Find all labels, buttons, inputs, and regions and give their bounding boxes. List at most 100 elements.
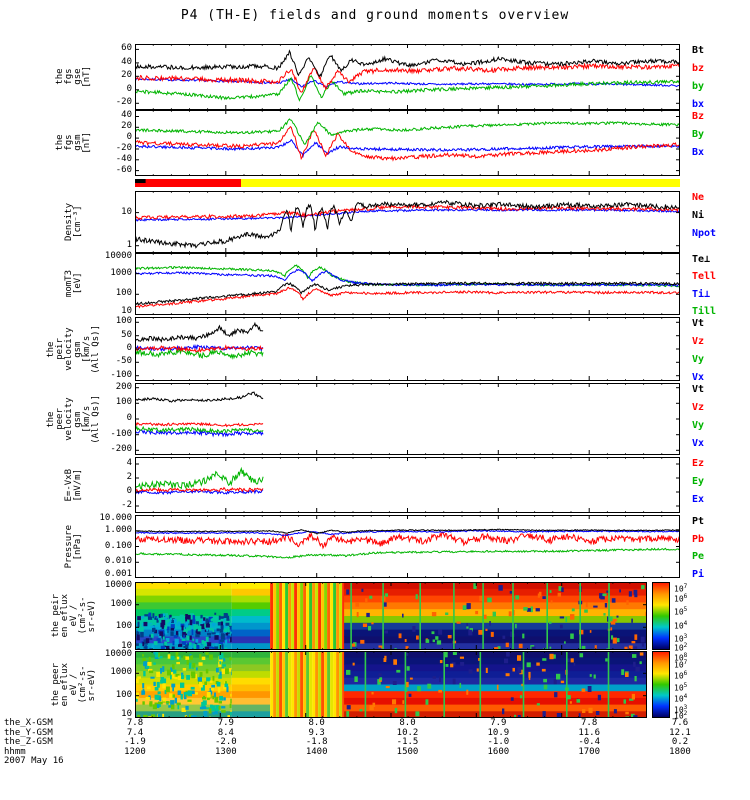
legend-Bz: Bz xyxy=(692,111,705,122)
panel-temperature: 10000 1000 100 10 momT3 [eV] Te⊥ Tell Ti⊥ Till xyxy=(0,252,750,318)
series-Npot xyxy=(135,208,680,222)
legend-Pe: Pe xyxy=(692,551,705,563)
legend-by: by xyxy=(692,81,705,92)
legend-Tell: Tell xyxy=(692,271,717,283)
y-tick-label: -20 xyxy=(115,97,132,108)
y-tick-label: 0 xyxy=(126,486,132,496)
y-axis-label-column: the fgs gsm [nT] xyxy=(50,110,98,176)
peer-velocity-plot-area xyxy=(135,383,680,455)
axis-value: 10.2 xyxy=(396,727,419,738)
y-tick-label: 40 xyxy=(121,56,132,67)
colorbar-tick-label: 102 xyxy=(674,642,688,653)
panel-peer-velocity: 200 100 0 -100 -200 the peer velocity gsm [km… xyxy=(0,381,750,455)
y-tick-label: 0.010 xyxy=(104,556,132,567)
series-Vx xyxy=(135,429,264,438)
y-tick-label: -60 xyxy=(115,164,132,175)
y-tick-label: -100 xyxy=(110,369,132,380)
y-tick-label: -2 xyxy=(121,500,132,510)
axis-value: -1.9 xyxy=(124,737,146,748)
series-Ex xyxy=(135,489,264,496)
peir-velocity-plot-area xyxy=(135,317,680,381)
y-axis-label-column: Density [cm⁻³] xyxy=(50,191,98,253)
date-label: 2007 May 16 xyxy=(4,756,64,766)
y-tick-label: 0 xyxy=(126,132,132,143)
y-tick-label: 2 xyxy=(126,472,132,482)
colorbar-tick-label: 103 xyxy=(674,703,688,715)
y-axis-label-column: momT3 [eV] xyxy=(50,253,98,315)
panel-peer-spec: 10000 1000 100 10 the peer en eflux eV / (cm… xyxy=(0,650,750,721)
y-axis-label-column: Pressure [nPa] xyxy=(50,515,98,578)
series-Vt xyxy=(135,391,264,403)
axis-value: 1300 xyxy=(214,746,237,757)
axis-value: 7.8 xyxy=(126,718,144,728)
y-tick-label: 100 xyxy=(115,288,132,299)
axis-value: 1400 xyxy=(305,746,328,757)
y-tick-label: 0 xyxy=(126,413,132,423)
y-tick-label: 40 xyxy=(121,110,132,121)
axis-value: 1800 xyxy=(669,746,691,757)
legend-Vz: Vz xyxy=(692,402,705,413)
y-axis-label: the fgs gse [nT] xyxy=(55,66,92,88)
density-plot-area xyxy=(135,191,680,253)
y-tick-label: 0.100 xyxy=(104,540,132,551)
series-Ey xyxy=(135,466,264,490)
y-tick-label: 200 xyxy=(115,381,132,392)
quality-bar-plot-area xyxy=(135,179,680,187)
series-Ez xyxy=(135,486,264,494)
colorbar-tick-label: 105 xyxy=(674,681,688,693)
y-axis-label: Density [cm⁻³] xyxy=(64,203,83,241)
axis-value: -1.8 xyxy=(305,737,328,748)
axis-value: 1200 xyxy=(124,746,146,757)
y-tick-label: 1 xyxy=(126,239,132,250)
legend-Vy: Vy xyxy=(692,354,705,365)
y-tick-label: 10 xyxy=(121,709,132,719)
legend-bz: bz xyxy=(692,63,705,74)
y-axis-label: the peir en eflux eV / (cm²-s- sr-eV) xyxy=(50,594,97,638)
series-By xyxy=(135,118,680,145)
legend-Bt: Bt xyxy=(692,45,705,56)
y-axis-label-column: E=-VxB [mV/m] xyxy=(50,457,98,513)
series-Pi xyxy=(135,529,680,537)
series-Vz xyxy=(135,344,264,353)
y-axis-label-column: the peir velocity gsm [km/s (All Qs)] xyxy=(46,317,101,381)
legend-Pb: Pb xyxy=(692,533,705,545)
y-tick-label: 1000 xyxy=(110,598,132,609)
colorbar-tick-label: 106 xyxy=(674,670,688,681)
axis-row-label-the_Z-GSM: the_Z-GSM xyxy=(4,737,53,748)
y-tick-label: 10 xyxy=(121,306,132,316)
legend-Till: Till xyxy=(692,306,717,317)
y-axis-label-column: the peir en eflux eV / (cm²-s- sr-eV) xyxy=(50,582,98,650)
y-tick-label: 100 xyxy=(115,316,132,327)
axis-row-label-hhmm: hhmm xyxy=(4,746,26,757)
pressure-plot-area xyxy=(135,515,680,578)
y-axis-label: the fgs gsm [nT] xyxy=(55,132,92,154)
y-tick-label: 10.000 xyxy=(99,513,132,523)
legend-bx: bx xyxy=(692,99,705,110)
colorbar-tick-label: 102 xyxy=(674,710,688,721)
panel-density: 10 1 Density [cm⁻³] Ne Ni Npot xyxy=(0,191,750,253)
temperature-plot-area xyxy=(135,253,680,315)
legend-Ez: Ez xyxy=(692,458,705,469)
fgs-gse-plot-area xyxy=(135,44,680,110)
y-tick-label: 0.001 xyxy=(104,569,132,579)
axis-value: -0.4 xyxy=(578,737,600,748)
series-Vy xyxy=(135,347,264,360)
series-Tell xyxy=(135,286,680,309)
axis-value: 1600 xyxy=(487,746,510,757)
axis-value: 7.9 xyxy=(217,718,234,728)
y-tick-label: 100 xyxy=(115,621,132,632)
legend-Vz: Vz xyxy=(692,336,705,347)
panel-pressure: 10.000 1.000 0.100 0.010 0.001 Pressure [nPa]… xyxy=(0,513,750,581)
series-Bt xyxy=(135,49,680,78)
y-tick-label: 20 xyxy=(121,121,132,132)
y-axis-label: the peer en eflux eV / (cm²-s- sr-eV) xyxy=(50,662,97,707)
panel-peir-velocity: 100 50 0 -50 -100 the peir velocity gsm [km/s… xyxy=(0,316,750,383)
y-axis-label: the peir velocity gsm [km/s (All Qs)] xyxy=(46,324,101,374)
series-Vy xyxy=(135,425,264,435)
axis-row-label-the_X-GSM: the_X-GSM xyxy=(4,718,53,728)
peer-spec-plot-area xyxy=(135,651,647,718)
panel-peir-spec: 10000 1000 100 10 the peir en eflux eV / (cm… xyxy=(0,581,750,653)
colorbar-tick-label: 105 xyxy=(674,606,688,617)
colorbar-tick-label: 104 xyxy=(674,692,688,704)
